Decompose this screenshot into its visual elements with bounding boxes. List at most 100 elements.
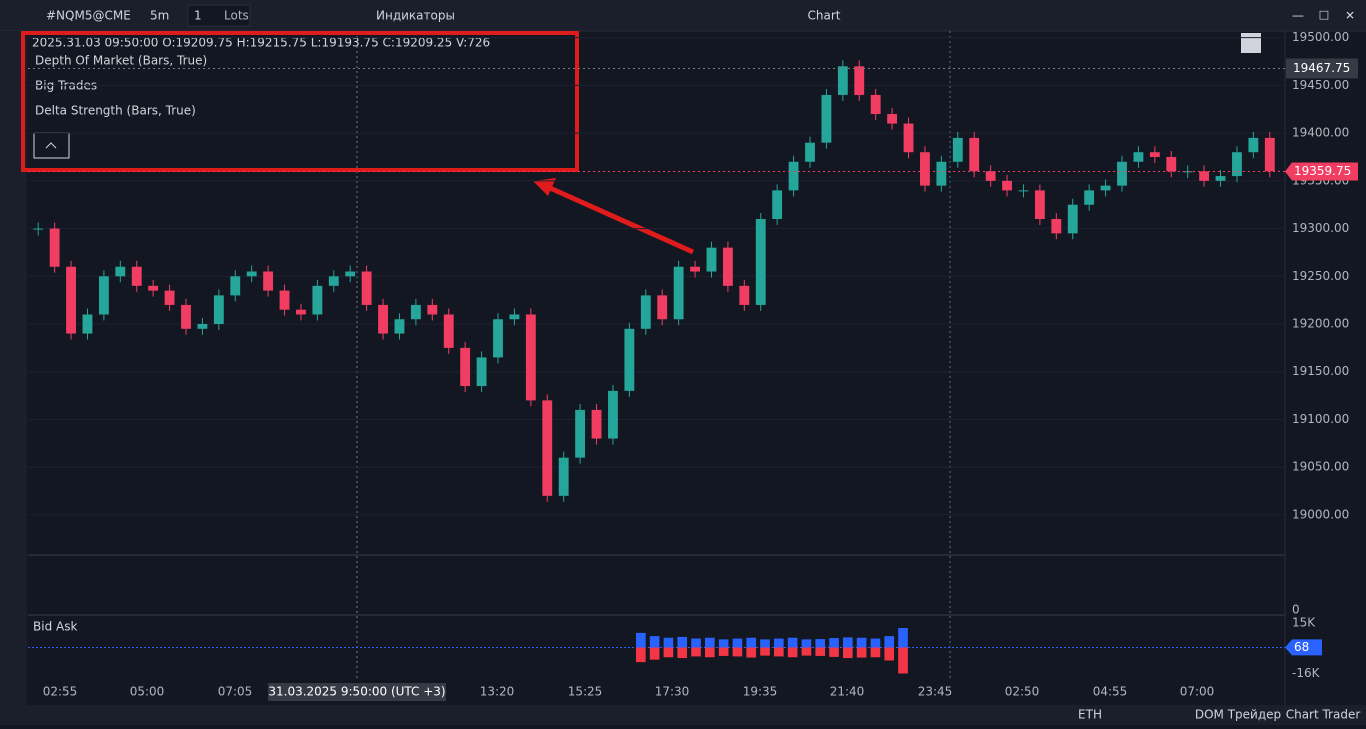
maximize-button[interactable]: ☐ (1319, 9, 1330, 23)
candle-body (1199, 171, 1210, 181)
pane-title: Bid Ask (33, 620, 77, 634)
candle-body (427, 304, 438, 315)
candle-body (887, 114, 898, 124)
time-label: 19:35 (743, 685, 778, 699)
y-tick-label: 19300.00 (1292, 221, 1349, 235)
ask-bar (718, 639, 729, 648)
candle-body (148, 285, 159, 291)
scroll-to-end[interactable] (1241, 33, 1261, 53)
chart-trader-tab[interactable]: Chart Trader (1286, 708, 1361, 722)
bid-bar (843, 647, 853, 659)
candle-body (870, 94, 881, 115)
time-label: 07:05 (218, 685, 253, 699)
y-tick-label: 19400.00 (1292, 126, 1349, 140)
timeframe[interactable]: 5m (150, 9, 169, 23)
bid-bar (746, 647, 757, 658)
candle-body (115, 266, 126, 277)
y-tick-label: 19450.00 (1292, 78, 1349, 92)
time-label: 17:30 (655, 685, 690, 699)
candle-body (673, 266, 684, 320)
time-label: 04:55 (1093, 685, 1128, 699)
bid-bar (787, 647, 798, 658)
time-label: 31.03.2025 9:50:00 (UTC +3) (268, 685, 445, 699)
candle-body (410, 304, 421, 320)
highlight-box (21, 31, 579, 172)
ask-bar (636, 632, 646, 648)
ask-bar (829, 638, 839, 648)
candle-body (1100, 185, 1111, 191)
ask-bar (732, 638, 743, 648)
candle-body (49, 228, 60, 267)
symbol[interactable]: #NQM5@CME (46, 9, 131, 23)
bid-ask-tick-label: 15K (1292, 616, 1316, 630)
ask-bar (815, 639, 826, 648)
bid-bar (815, 647, 826, 656)
candle-body (739, 285, 750, 305)
candle-body (296, 309, 306, 315)
time-label: 02:50 (1005, 685, 1040, 699)
quantity-unit: Lots (224, 9, 249, 23)
candle-body (312, 285, 323, 315)
candle-body (722, 247, 733, 286)
candle-body (1084, 190, 1095, 205)
ask-bar (705, 637, 715, 648)
session-select[interactable]: ETH (1078, 708, 1102, 722)
candle-body (952, 137, 963, 162)
legend-item: Depth Of Market (Bars, True) (35, 54, 207, 68)
bid-bar (870, 647, 881, 658)
bid-ask-tick-label: -16K (1292, 666, 1321, 680)
close-button[interactable]: ✕ (1345, 9, 1355, 23)
y-tick-label: 19150.00 (1292, 364, 1349, 378)
candle-body (1248, 137, 1259, 153)
candle-body (690, 266, 700, 272)
candle-body (197, 324, 208, 329)
candle-body (1018, 190, 1029, 192)
ask-bar (787, 637, 798, 648)
candle-body (1117, 161, 1127, 186)
y-tick-label: 19100.00 (1292, 412, 1349, 426)
ask-bar (870, 638, 881, 648)
indicators-button[interactable]: Индикаторы (376, 9, 455, 23)
quantity[interactable]: 1 (194, 9, 202, 23)
candle-body (181, 304, 191, 329)
collapse-icon (45, 142, 57, 149)
candle-body (969, 137, 980, 172)
quantity-box[interactable] (187, 4, 251, 27)
ask-bar (663, 637, 674, 648)
ask-bar (691, 638, 701, 648)
candle-body (460, 347, 471, 387)
y-tick-label: 19050.00 (1292, 460, 1349, 474)
candle-body (1034, 190, 1045, 220)
candle-body (263, 271, 274, 291)
ask-bar (677, 636, 688, 648)
candle-body (936, 161, 947, 186)
candle-body (821, 94, 832, 143)
last-price-box (1285, 162, 1358, 181)
y-tick-label: 19250.00 (1292, 269, 1349, 283)
bid-bar (732, 647, 743, 657)
bid-bar (718, 647, 729, 656)
dom-trader-tab[interactable]: DOM Трейдер (1195, 708, 1281, 722)
crosshair-price-box (1286, 58, 1358, 79)
ask-bar (898, 628, 908, 648)
candle-body (657, 295, 668, 320)
minimize-button[interactable]: — (1292, 9, 1304, 23)
bid-ask-current-label: 68 (1294, 640, 1309, 654)
bid-bar (898, 647, 908, 674)
candle-body (230, 276, 241, 296)
candle-body (1182, 171, 1193, 173)
y-tick-label: 19200.00 (1292, 317, 1349, 331)
candle-body (985, 171, 996, 181)
y-tick-label: 19000.00 (1292, 507, 1349, 521)
candle-body (1149, 152, 1160, 157)
time-label: 23:45 (918, 685, 953, 699)
candle-body (624, 328, 635, 391)
y-tick-label: 19500.00 (1292, 30, 1349, 44)
status-bar (0, 705, 1366, 725)
candle-body (920, 152, 930, 186)
last-price-label: 19359.75 (1294, 164, 1351, 178)
candle-body (345, 271, 356, 277)
bid-ask-current-box (1285, 639, 1322, 656)
time-label: 13:20 (480, 685, 515, 699)
